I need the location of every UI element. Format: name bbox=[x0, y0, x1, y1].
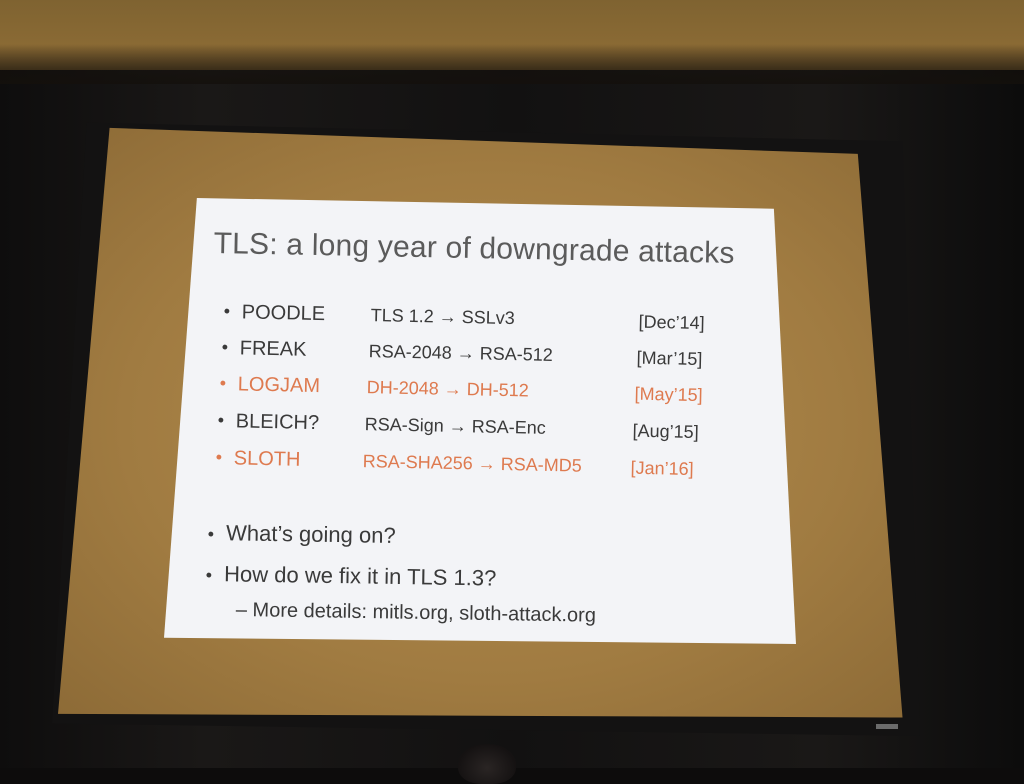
attack-date: [Mar’15] bbox=[636, 347, 703, 370]
attack-date: [May’15] bbox=[634, 383, 703, 406]
attack-downgrade: RSA-Sign → RSA-Enc bbox=[364, 414, 546, 438]
bullet-icon: • bbox=[217, 410, 225, 431]
attack-name: POODLE bbox=[241, 301, 326, 326]
wall-shadow bbox=[0, 44, 1024, 84]
projected-slide bbox=[164, 198, 796, 644]
attack-date: [Jan’16] bbox=[630, 457, 694, 480]
question-text: How do we fix it in TLS 1.3? bbox=[223, 561, 497, 591]
bullet-icon: • bbox=[215, 447, 223, 468]
question-fix-tls13: • How do we fix it in TLS 1.3? bbox=[206, 561, 497, 592]
attack-name: FREAK bbox=[239, 337, 307, 361]
question-whats-going-on: • What’s going on? bbox=[208, 520, 396, 549]
attack-date: [Aug’15] bbox=[632, 420, 699, 443]
bullet-icon: • bbox=[207, 523, 215, 545]
attack-name: LOGJAM bbox=[237, 373, 321, 398]
bullet-icon: • bbox=[221, 337, 229, 358]
bullet-icon: • bbox=[219, 373, 227, 394]
attack-downgrade: DH-2048 → DH-512 bbox=[366, 377, 529, 401]
audience-head bbox=[458, 744, 516, 784]
bullet-icon: • bbox=[205, 564, 213, 586]
question-text: What’s going on? bbox=[225, 520, 396, 548]
attack-name: BLEICH? bbox=[235, 410, 320, 435]
attack-downgrade: RSA-2048 → RSA-512 bbox=[368, 341, 554, 365]
screen-corner-badge bbox=[876, 724, 898, 729]
attack-date: [Dec’14] bbox=[638, 311, 705, 334]
bullet-icon: • bbox=[223, 301, 231, 322]
attack-downgrade: TLS 1.2 → SSLv3 bbox=[370, 305, 515, 329]
attack-name: SLOTH bbox=[233, 447, 301, 471]
